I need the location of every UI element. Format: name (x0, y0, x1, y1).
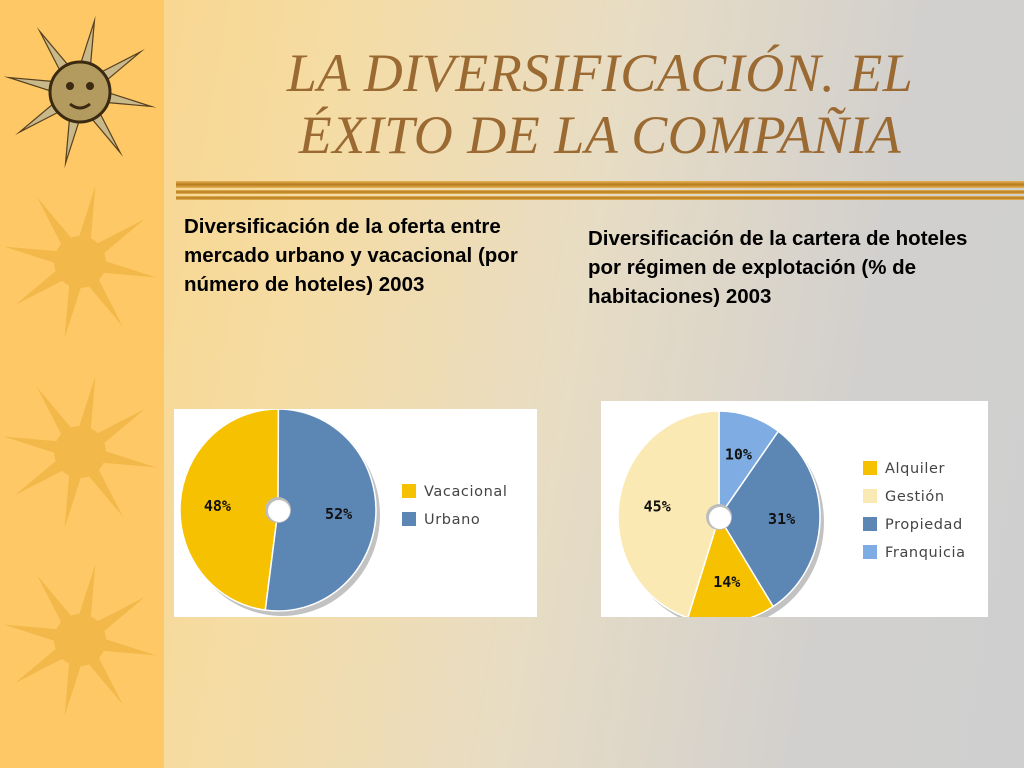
slide-title-line-1: LA DIVERSIFICACIÓN. EL (286, 43, 914, 103)
title-divider (176, 181, 1024, 200)
right-pie-label-franquicia: 10% (725, 446, 752, 464)
pie-chart-operation-regime: 10% 31% 14% 45% Alquiler Gestión Propiedad Fran… (601, 401, 988, 617)
left-pie-slice-urbano (264, 409, 377, 612)
pie-chart-operation-regime-svg: 10% 31% 14% 45% Alquiler Gestión Propiedad Fran… (617, 410, 966, 617)
right-pie-legend-swatch-gestión (863, 489, 877, 503)
left-pie-legend-swatch-urbano (402, 512, 416, 526)
right-pie-label-propiedad: 31% (768, 510, 795, 528)
right-pie-legend-label-propiedad: Propiedad (885, 517, 963, 533)
left-pie-hole (268, 500, 290, 522)
right-pie-hole (709, 507, 731, 529)
left-pie-label-urbano: 52% (325, 505, 352, 523)
caption-operation-regime: Diversificación de la cartera de hoteles… (588, 227, 968, 308)
sun-icon (3, 185, 157, 339)
left-pie-legend-swatch-vacacional (402, 484, 416, 498)
right-pie-label-alquiler: 14% (713, 573, 740, 591)
sun-icon (3, 563, 157, 717)
caption-urban-vacation: Diversificación de la oferta entre merca… (184, 215, 518, 296)
pie-chart-urban-vacation: 48% 52% Vacacional Urbano (174, 409, 537, 617)
right-pie-slice-gestión (617, 410, 720, 617)
right-pie-legend-swatch-alquiler (863, 461, 877, 475)
right-pie-legend-label-franquicia: Franquicia (885, 545, 966, 561)
left-pie-label-vacacional: 48% (204, 497, 231, 515)
right-pie-legend-label-alquiler: Alquiler (885, 461, 945, 477)
right-pie-slice-alquiler (687, 515, 775, 617)
sun-face-icon (3, 15, 157, 169)
slide-title-line-2: ÉXITO DE LA COMPAÑIA (298, 105, 902, 165)
decorative-sun-strip (0, 0, 164, 768)
right-pie-legend-swatch-propiedad (863, 517, 877, 531)
left-pie-legend-label-vacacional: Vacacional (424, 484, 508, 500)
sun-decoration (3, 15, 157, 717)
slide-title: LA DIVERSIFICACIÓN. EL ÉXITO DE LA COMPA… (176, 42, 1024, 166)
right-pie-label-gestión: 45% (644, 498, 671, 516)
pie-chart-urban-vacation-svg: 48% 52% Vacacional Urbano (179, 409, 508, 616)
sun-icon (3, 375, 157, 529)
left-pie-legend-label-urbano: Urbano (424, 512, 480, 528)
right-pie-slice-propiedad (718, 430, 821, 608)
right-pie-legend-swatch-franquicia (863, 545, 877, 559)
right-pie-legend-label-gestión: Gestión (885, 489, 945, 505)
left-pie-slice-vacacional (179, 409, 280, 611)
